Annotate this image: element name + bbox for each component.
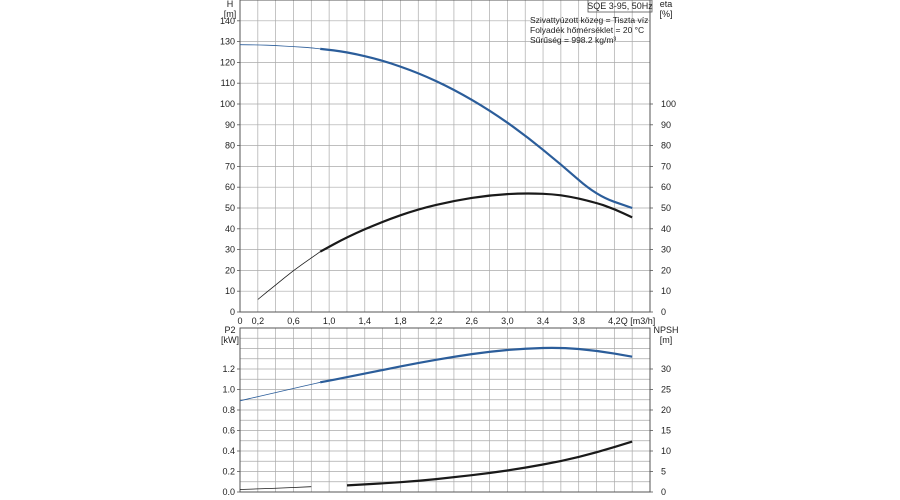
y-right-tick-label: 10: [661, 286, 671, 296]
y-right-tick-label: 20: [661, 265, 671, 275]
y-left-tick-label: 120: [220, 57, 235, 67]
curve-upper-black-extrapolated: [257, 251, 321, 300]
y-left-tick-label: 0.4: [222, 446, 235, 456]
y-right-tick-label: 90: [661, 120, 671, 130]
y-left-axis-title: P2: [224, 325, 235, 335]
y-right-tick-label: 5: [661, 467, 666, 477]
y-right-axis-unit: [%]: [659, 9, 672, 19]
x-tick-label: 1,4: [359, 316, 372, 326]
y-left-tick-label: 1.0: [222, 385, 235, 395]
y-right-axis-title: NPSH: [653, 325, 678, 335]
x-tick-label: 3,0: [501, 316, 514, 326]
y-left-tick-label: 90: [225, 120, 235, 130]
y-left-tick-label: 0.0: [222, 487, 235, 497]
x-tick-label: 1,8: [394, 316, 407, 326]
curve-lower-blue-operating: [319, 346, 633, 384]
upper-panel: 0 10 20 30 40 50 60 70 80 90 100 110 120 130 140 0 10 20 3…: [220, 0, 676, 326]
curve-upper-blue-extrapolated: [239, 44, 321, 50]
y-right-tick-label: 70: [661, 161, 671, 171]
y-right-tick-label: 0: [661, 487, 666, 497]
x-tick-label: 4,2: [608, 316, 621, 326]
chart-title: SQE 3-95, 50Hz: [587, 1, 653, 11]
x-tick-label: 2,2: [430, 316, 443, 326]
y-left-tick-label: 1.2: [222, 364, 235, 374]
y-right-axis-unit: [m]: [660, 335, 673, 345]
y-left-tick-label: 0.2: [222, 467, 235, 477]
plot-frame: [239, 0, 651, 313]
y-left-tick-label: 40: [225, 224, 235, 234]
y-left-tick-label: 30: [225, 245, 235, 255]
y-right-tick-label: 30: [661, 245, 671, 255]
y-left-tick-label: 140: [220, 16, 235, 26]
y-left-tick-label: 0: [230, 307, 235, 317]
lower-panel: 0.0 0.2 0.4 0.6 0.8 1.0 1.2 0 5 10 15 20 25 30 P2[kW] N…: [221, 325, 679, 497]
x-tick-label: 3,4: [537, 316, 550, 326]
y-right-tick-label: 20: [661, 405, 671, 415]
y-right-tick-label: 30: [661, 364, 671, 374]
y-right-tick-label: 25: [661, 385, 671, 395]
curve-lower-black-extrapolated: [239, 486, 312, 490]
chart-annotation: Szivattyúzott közeg = Tiszta víz: [530, 15, 648, 25]
y-right-tick-label: 0: [661, 307, 666, 317]
y-left-tick-label: 0.8: [222, 405, 235, 415]
y-left-tick-label: 50: [225, 203, 235, 213]
chart-annotation: Folyadék hőmérséklet = 20 °C: [530, 25, 644, 35]
y-left-tick-label: 10: [225, 286, 235, 296]
y-right-tick-label: 40: [661, 224, 671, 234]
curve-lower-blue-extrapolated: [239, 381, 321, 402]
curve-upper-blue-operating: [320, 47, 633, 210]
y-left-tick-label: 0.6: [222, 426, 235, 436]
y-left-tick-label: 20: [225, 265, 235, 275]
y-left-axis-title: H: [227, 0, 234, 9]
chart-title-box: [587, 0, 653, 13]
curve-upper-black-operating: [319, 192, 633, 253]
y-left-tick-label: 80: [225, 141, 235, 151]
y-left-tick-label: 70: [225, 161, 235, 171]
y-left-tick-label: 60: [225, 182, 235, 192]
y-left-axis-unit: [kW]: [221, 335, 239, 345]
curve-lower-black-operating: [346, 440, 633, 487]
y-left-axis-unit: [m]: [224, 9, 237, 19]
chart-annotation: Sűrűség = 998.2 kg/m³: [530, 35, 616, 45]
x-axis-title: Q [m3/h]: [621, 316, 656, 326]
y-right-tick-label: 15: [661, 426, 671, 436]
x-tick-label: 0,6: [287, 316, 300, 326]
y-right-tick-label: 100: [661, 99, 676, 109]
x-tick-label: 3,8: [572, 316, 585, 326]
x-tick-label: 2,6: [465, 316, 478, 326]
x-tick-label: 0,2: [252, 316, 265, 326]
y-right-tick-label: 60: [661, 182, 671, 192]
y-left-tick-label: 100: [220, 99, 235, 109]
y-right-tick-label: 10: [661, 446, 671, 456]
y-left-tick-label: 130: [220, 37, 235, 47]
y-right-axis-title: eta: [660, 0, 673, 9]
y-right-tick-label: 80: [661, 141, 671, 151]
x-tick-label: 0: [237, 316, 242, 326]
x-tick-label: 1,0: [323, 316, 336, 326]
y-left-tick-label: 110: [221, 78, 235, 88]
y-right-tick-label: 50: [661, 203, 671, 213]
